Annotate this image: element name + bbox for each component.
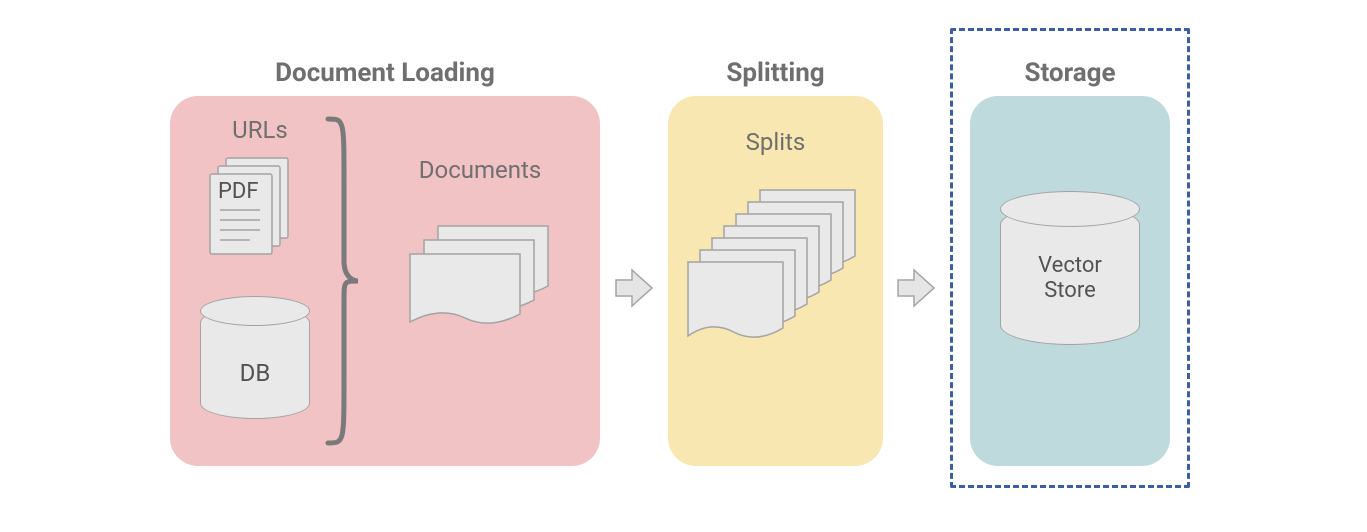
pdf-docs-icon: PDF — [200, 154, 305, 269]
splits-label: Splits — [668, 128, 883, 156]
vector-store-cylinder-icon: Vector Store — [1000, 191, 1140, 356]
pipeline-diagram: Document Loading URLs PDF — [170, 58, 1250, 498]
stage-storage-title: Storage — [950, 58, 1190, 88]
stage-storage: Storage Vector Store — [950, 28, 1190, 466]
db-cylinder-icon: DB — [200, 296, 310, 426]
arrow-loading-to-splitting — [614, 268, 654, 308]
pdf-text: PDF — [218, 179, 258, 204]
stage-loading-panel: URLs PDF DB — [170, 96, 600, 466]
stage-storage-panel: Vector Store — [970, 96, 1170, 466]
stage-loading-title: Document Loading — [170, 58, 600, 88]
splits-stack-icon — [680, 184, 875, 359]
documents-label: Documents — [390, 156, 570, 184]
vector-store-label-2: Store — [1044, 278, 1096, 303]
stage-splitting: Splitting Splits — [668, 58, 883, 466]
db-label: DB — [200, 359, 310, 387]
stage-splitting-title: Splitting — [668, 58, 883, 88]
vector-store-label-1: Vector — [1038, 253, 1102, 278]
stage-loading: Document Loading URLs PDF — [170, 58, 600, 466]
arrow-splitting-to-storage — [896, 268, 936, 308]
documents-stack-icon — [388, 216, 568, 346]
stage-splitting-panel: Splits — [668, 96, 883, 466]
brace-icon — [322, 111, 362, 451]
urls-label: URLs — [210, 116, 310, 144]
